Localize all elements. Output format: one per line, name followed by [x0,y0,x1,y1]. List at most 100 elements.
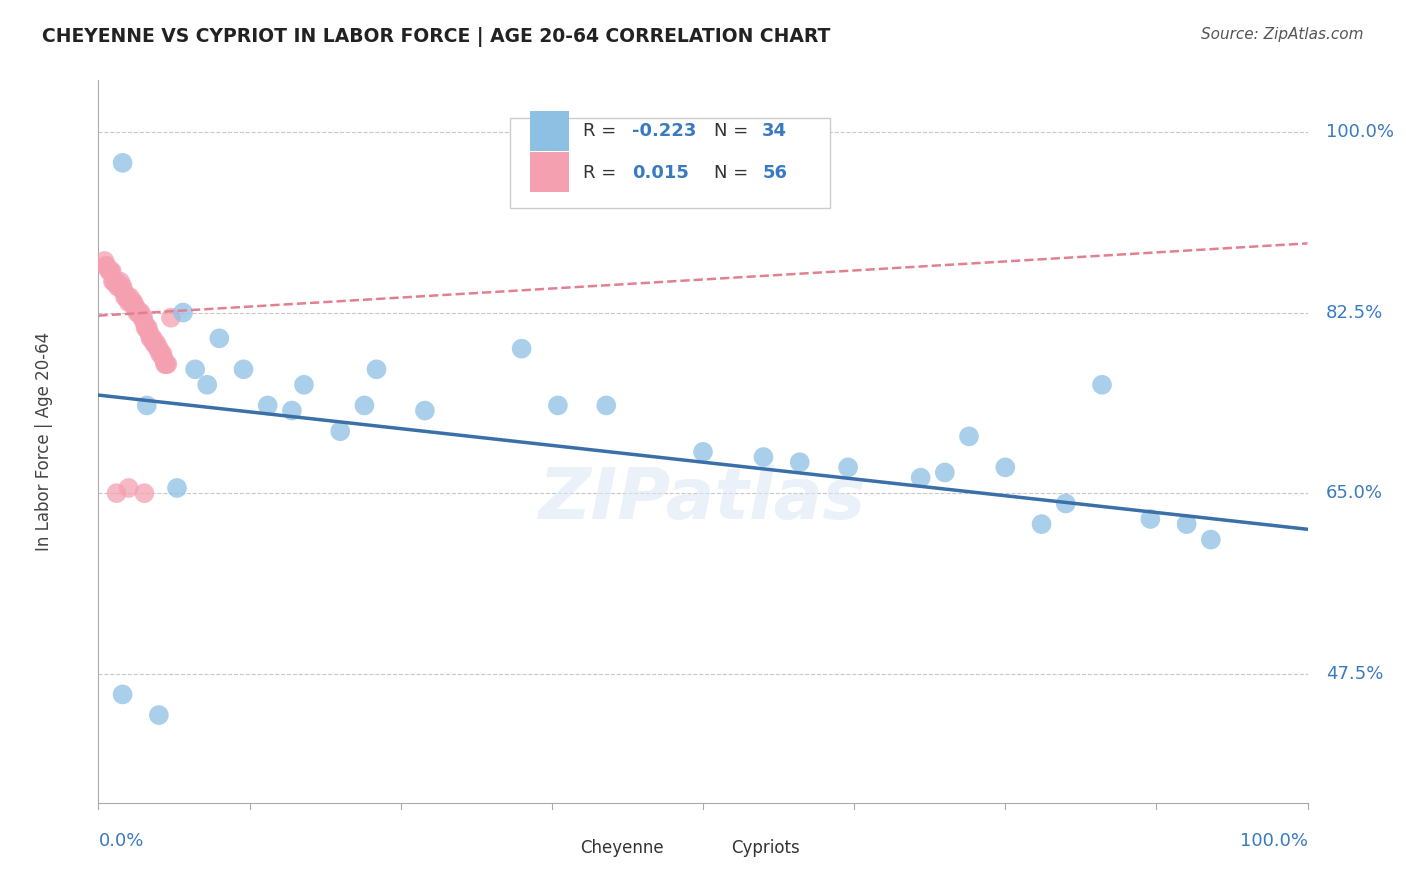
Point [127,305,149,319]
Point [118,481,141,495]
Point [156,357,179,371]
Point [100,264,122,278]
Point [1199,533,1222,547]
FancyBboxPatch shape [530,153,569,192]
Point [132,310,155,325]
Point [1175,517,1198,532]
Point [1091,377,1114,392]
Point [148,708,170,723]
Point [101,275,124,289]
Point [256,398,278,412]
Point [1139,512,1161,526]
Text: 82.5%: 82.5% [1326,303,1384,321]
Point [789,455,811,469]
Text: 56: 56 [762,163,787,182]
Point [136,321,159,335]
Text: Cheyenne: Cheyenne [579,839,664,857]
Point [510,342,533,356]
Point [112,285,135,299]
Point [292,377,315,392]
Point [124,301,146,315]
Point [105,486,128,500]
Text: Cypriots: Cypriots [731,839,800,857]
Point [232,362,254,376]
Point [141,331,163,345]
Point [118,290,141,304]
Point [93,254,115,268]
Point [146,342,169,356]
Point [98,264,121,278]
Point [96,259,118,273]
Point [994,460,1017,475]
Point [153,357,176,371]
Point [117,290,139,304]
Point [108,275,131,289]
Text: 47.5%: 47.5% [1326,665,1384,682]
Point [172,305,194,319]
Point [150,347,173,361]
Point [595,398,617,412]
Point [142,331,165,345]
Text: In Labor Force | Age 20-64: In Labor Force | Age 20-64 [35,332,53,551]
Text: -0.223: -0.223 [631,122,696,140]
Text: N =: N = [714,163,754,182]
Text: ZIPatlas: ZIPatlas [540,465,866,533]
Point [134,316,156,330]
Point [110,279,132,293]
Text: 34: 34 [762,122,787,140]
FancyBboxPatch shape [534,838,569,858]
Point [152,347,174,361]
Point [100,264,122,278]
Point [120,295,142,310]
FancyBboxPatch shape [685,838,721,858]
Text: R =: R = [583,163,623,182]
Text: R =: R = [583,122,623,140]
Text: 100.0%: 100.0% [1240,831,1308,850]
Point [105,275,128,289]
Point [155,357,177,371]
Point [115,290,138,304]
Point [329,424,352,438]
Point [413,403,436,417]
Point [111,687,134,701]
Point [195,377,218,392]
Point [692,445,714,459]
Point [145,336,167,351]
Point [281,403,304,417]
Point [139,331,162,345]
Point [752,450,775,464]
Point [114,290,136,304]
Text: 100.0%: 100.0% [1326,123,1393,141]
Point [134,486,156,500]
Point [108,279,131,293]
Point [353,398,375,412]
Text: 0.0%: 0.0% [98,831,143,850]
Point [208,331,231,345]
Point [149,347,172,361]
Point [118,295,141,310]
Point [366,362,388,376]
Point [103,275,125,289]
Point [547,398,569,412]
Point [934,466,956,480]
Point [1031,517,1053,532]
Point [138,326,160,341]
Text: 65.0%: 65.0% [1326,484,1382,502]
Point [143,336,166,351]
FancyBboxPatch shape [530,111,569,151]
Point [152,351,174,366]
Point [122,295,145,310]
Point [128,305,150,319]
Text: 0.015: 0.015 [631,163,689,182]
Point [107,279,129,293]
Point [837,460,859,475]
Point [160,310,183,325]
Point [104,275,127,289]
Point [131,310,153,325]
Point [129,305,152,319]
Point [125,301,148,315]
Point [111,156,134,170]
Point [184,362,207,376]
Point [166,481,188,495]
Point [135,321,157,335]
